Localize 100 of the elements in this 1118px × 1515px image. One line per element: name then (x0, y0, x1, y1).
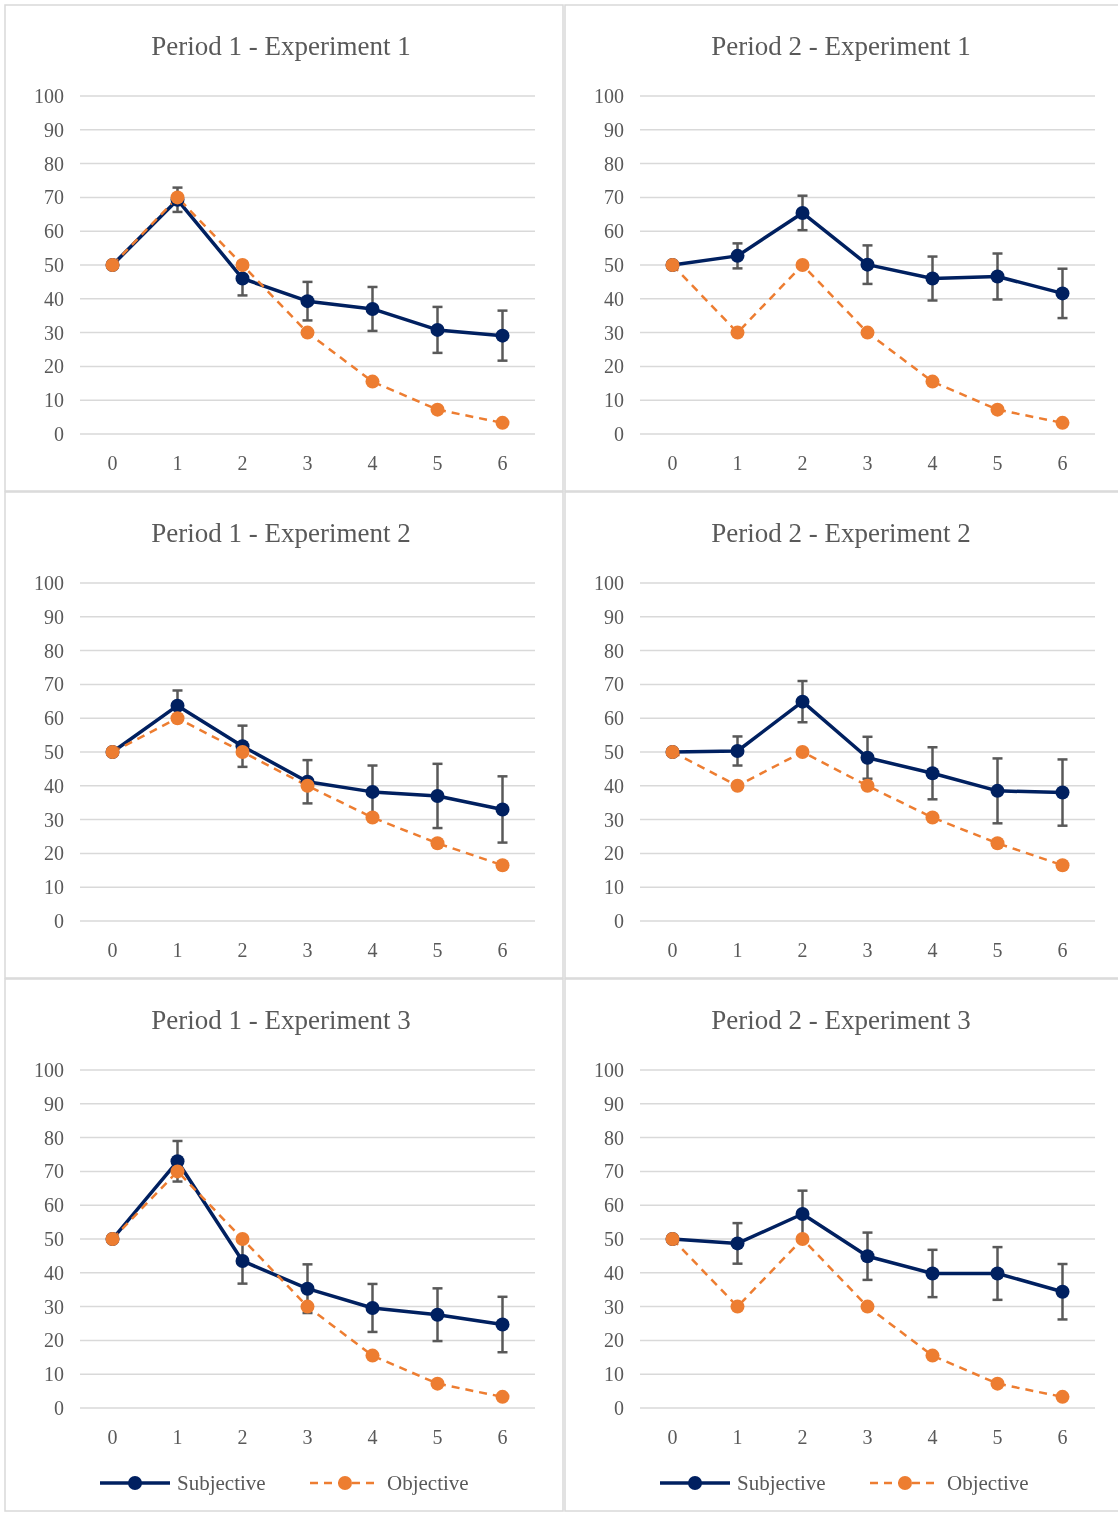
y-tick-label: 20 (604, 1329, 624, 1352)
x-tick-label: 5 (432, 452, 443, 474)
y-tick-label: 20 (44, 1329, 64, 1352)
chart-title: Period 2 - Experiment 2 (711, 518, 971, 548)
x-tick-label: 5 (992, 939, 1003, 961)
x-tick-label: 1 (172, 452, 183, 474)
x-tick-label: 4 (927, 452, 938, 474)
y-tick-label: 70 (44, 186, 64, 209)
y-tick-label: 10 (604, 876, 624, 899)
y-tick-label: 70 (44, 673, 64, 696)
y-tick-label: 40 (44, 287, 64, 310)
legend-label: Subjective (737, 1471, 826, 1496)
y-tick-label: 40 (604, 287, 624, 310)
chart-title: Period 1 - Experiment 3 (151, 1005, 411, 1035)
x-tick-label: 5 (432, 1426, 443, 1448)
y-tick-label: 100 (594, 85, 624, 107)
y-tick-label: 30 (604, 808, 624, 831)
x-tick-label: 4 (367, 939, 378, 961)
chart-title: Period 2 - Experiment 3 (711, 1005, 971, 1035)
y-tick-label: 80 (604, 152, 624, 175)
x-tick-label: 2 (797, 939, 808, 961)
y-tick-label: 50 (604, 741, 624, 763)
y-tick-label: 0 (54, 1397, 64, 1419)
y-tick-label: 90 (604, 1092, 624, 1115)
y-tick-label: 100 (34, 572, 64, 594)
x-tick-label: 5 (992, 1426, 1003, 1448)
x-tick-label: 3 (302, 452, 313, 474)
y-tick-label: 100 (34, 85, 64, 107)
y-tick-label: 80 (44, 1126, 64, 1149)
y-tick-label: 90 (604, 118, 624, 141)
y-tick-label: 60 (604, 707, 624, 730)
y-tick-label: 80 (44, 639, 64, 662)
y-tick-label: 40 (44, 774, 64, 797)
y-tick-label: 40 (604, 1261, 624, 1284)
chart-title: Period 1 - Experiment 2 (151, 518, 411, 548)
y-tick-label: 50 (604, 254, 624, 276)
x-tick-label: 1 (732, 452, 743, 474)
x-tick-label: 2 (237, 939, 248, 961)
x-tick-label: 1 (172, 1426, 183, 1448)
x-tick-label: 6 (497, 452, 508, 474)
legend-label: Objective (947, 1471, 1029, 1496)
x-tick-label: 2 (237, 1426, 248, 1448)
y-tick-label: 70 (44, 1160, 64, 1183)
y-tick-label: 70 (604, 1160, 624, 1183)
y-tick-label: 30 (604, 321, 624, 344)
y-tick-label: 60 (44, 1194, 64, 1217)
x-tick-label: 4 (927, 1426, 938, 1448)
y-tick-label: 90 (604, 605, 624, 628)
x-tick-label: 4 (367, 1426, 378, 1448)
x-tick-label: 6 (1057, 1426, 1068, 1448)
y-tick-label: 10 (44, 389, 64, 412)
x-tick-label: 6 (497, 939, 508, 961)
chart-title: Period 1 - Experiment 1 (151, 31, 411, 61)
x-tick-label: 1 (732, 939, 743, 961)
y-tick-label: 30 (44, 1295, 64, 1318)
y-tick-label: 30 (44, 321, 64, 344)
y-tick-label: 80 (44, 152, 64, 175)
chart-title: Period 2 - Experiment 1 (711, 31, 971, 61)
y-tick-label: 0 (614, 1397, 624, 1419)
x-tick-label: 3 (862, 452, 873, 474)
x-tick-label: 0 (667, 939, 678, 961)
y-tick-label: 100 (34, 1059, 64, 1081)
x-tick-label: 6 (1057, 939, 1068, 961)
x-tick-label: 0 (667, 1426, 678, 1448)
x-tick-label: 0 (107, 1426, 118, 1448)
x-tick-label: 6 (497, 1426, 508, 1448)
y-tick-label: 20 (604, 842, 624, 865)
x-tick-label: 1 (172, 939, 183, 961)
x-tick-label: 3 (862, 939, 873, 961)
y-tick-label: 50 (44, 254, 64, 276)
y-tick-label: 10 (604, 389, 624, 412)
x-tick-label: 4 (367, 452, 378, 474)
y-tick-label: 60 (44, 707, 64, 730)
y-tick-label: 40 (604, 774, 624, 797)
y-tick-label: 20 (44, 842, 64, 865)
x-tick-label: 0 (107, 452, 118, 474)
x-tick-label: 4 (927, 939, 938, 961)
y-tick-label: 100 (594, 572, 624, 594)
y-tick-label: 50 (44, 741, 64, 763)
y-tick-label: 80 (604, 639, 624, 662)
x-tick-label: 6 (1057, 452, 1068, 474)
y-tick-label: 80 (604, 1126, 624, 1149)
x-tick-label: 0 (667, 452, 678, 474)
y-tick-label: 20 (604, 355, 624, 378)
y-tick-label: 70 (604, 186, 624, 209)
y-tick-label: 10 (44, 876, 64, 899)
legend-label: Objective (387, 1471, 469, 1496)
x-tick-label: 2 (797, 1426, 808, 1448)
x-tick-label: 3 (302, 1426, 313, 1448)
x-tick-label: 5 (432, 939, 443, 961)
x-tick-label: 5 (992, 452, 1003, 474)
x-tick-label: 1 (732, 1426, 743, 1448)
x-tick-label: 2 (797, 452, 808, 474)
y-tick-label: 50 (604, 1228, 624, 1250)
x-tick-label: 0 (107, 939, 118, 961)
y-tick-label: 60 (604, 220, 624, 243)
y-tick-label: 60 (44, 220, 64, 243)
y-tick-label: 70 (604, 673, 624, 696)
y-tick-label: 50 (44, 1228, 64, 1250)
y-tick-label: 0 (614, 423, 624, 445)
